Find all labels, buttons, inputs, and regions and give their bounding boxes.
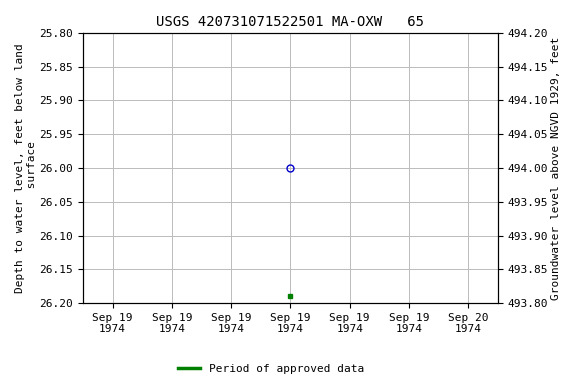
Legend: Period of approved data: Period of approved data (173, 359, 368, 379)
Title: USGS 420731071522501 MA-OXW   65: USGS 420731071522501 MA-OXW 65 (157, 15, 425, 29)
Y-axis label: Groundwater level above NGVD 1929, feet: Groundwater level above NGVD 1929, feet (551, 36, 561, 300)
Y-axis label: Depth to water level, feet below land
 surface: Depth to water level, feet below land su… (15, 43, 37, 293)
